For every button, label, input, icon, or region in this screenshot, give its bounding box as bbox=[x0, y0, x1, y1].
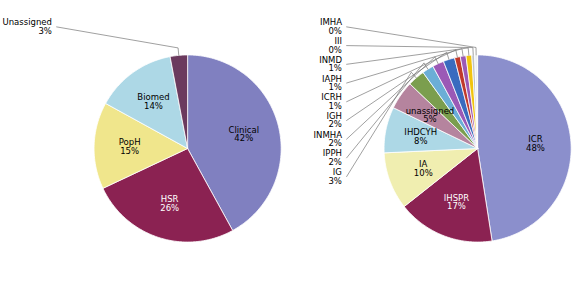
svg-text:IHDCYH8%: IHDCYH8% bbox=[404, 127, 437, 146]
svg-text:ICR48%: ICR48% bbox=[526, 134, 545, 153]
svg-text:ICRH1%: ICRH1% bbox=[321, 92, 342, 111]
svg-text:INMHA2%: INMHA2% bbox=[314, 130, 343, 149]
svg-text:IHSPR17%: IHSPR17% bbox=[444, 193, 469, 212]
svg-text:IPPH2%: IPPH2% bbox=[323, 148, 342, 167]
svg-text:IGH2%: IGH2% bbox=[326, 111, 342, 130]
svg-text:unassigned5%: unassigned5% bbox=[406, 106, 455, 125]
svg-text:III0%: III0% bbox=[328, 36, 342, 55]
svg-text:HSR26%: HSR26% bbox=[160, 194, 179, 213]
svg-text:Unassigned3%: Unassigned3% bbox=[2, 17, 51, 36]
svg-text:IG3%: IG3% bbox=[328, 167, 342, 186]
svg-text:IMHA0%: IMHA0% bbox=[320, 17, 342, 36]
svg-text:INMD1%: INMD1% bbox=[319, 55, 342, 74]
svg-text:PopH15%: PopH15% bbox=[119, 137, 141, 156]
svg-text:Biomed14%: Biomed14% bbox=[137, 92, 169, 111]
svg-text:IAPH1%: IAPH1% bbox=[322, 73, 342, 92]
svg-text:Clinical42%: Clinical42% bbox=[228, 125, 259, 144]
svg-text:IA10%: IA10% bbox=[414, 159, 433, 178]
